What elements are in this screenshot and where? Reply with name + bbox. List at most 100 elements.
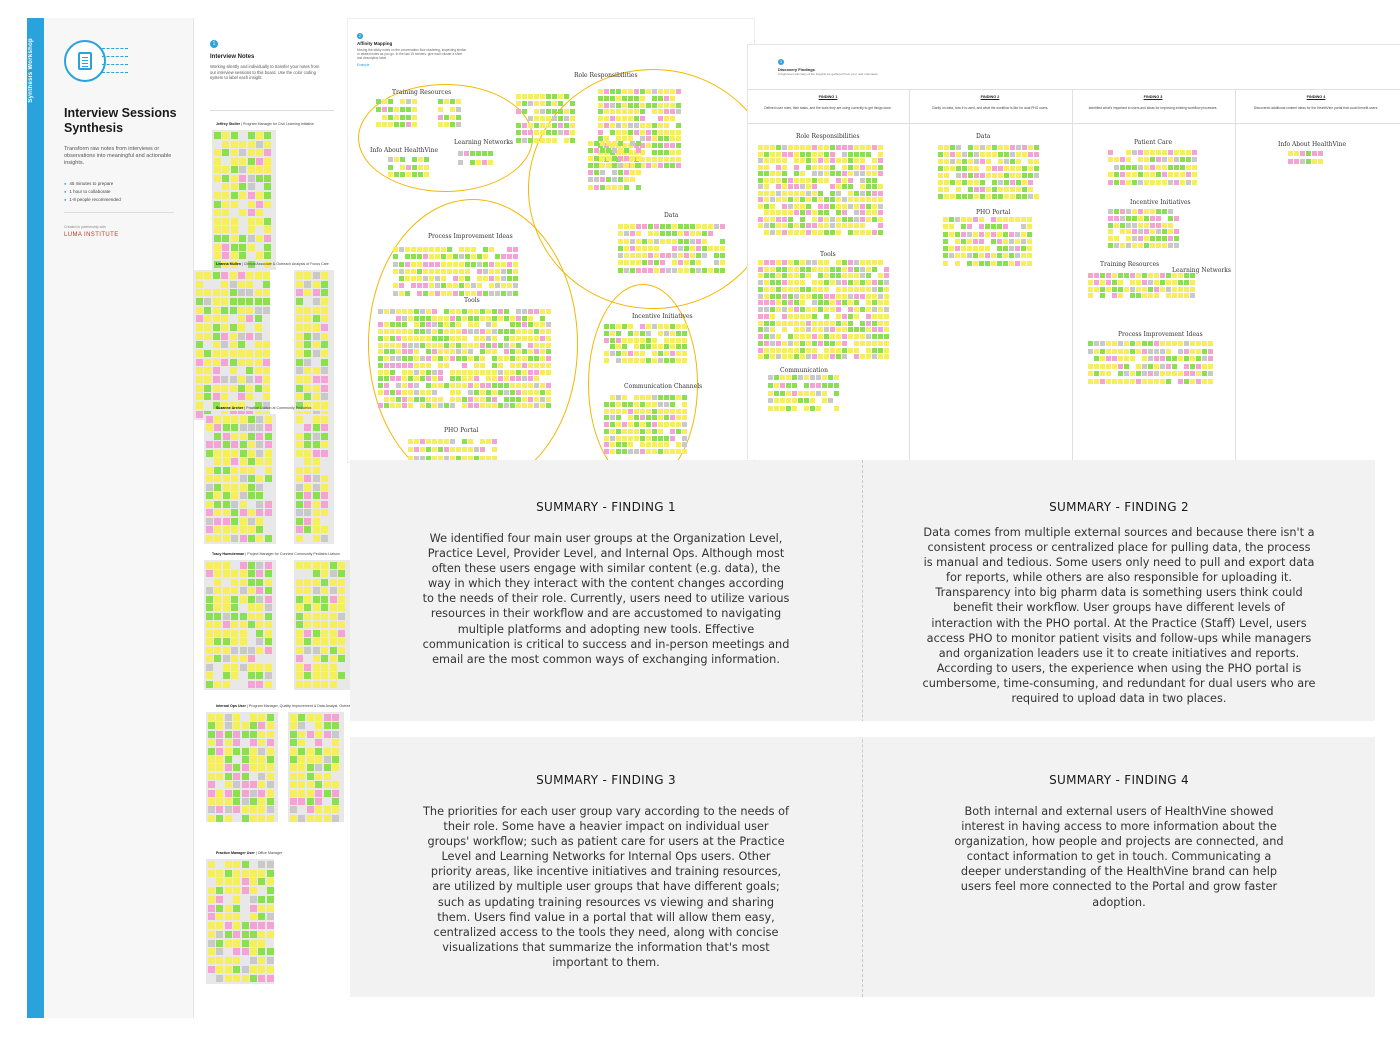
sticky-note[interactable] bbox=[1126, 222, 1131, 228]
sticky-note[interactable] bbox=[980, 187, 985, 192]
sticky-note[interactable] bbox=[447, 247, 452, 252]
sticky-note[interactable] bbox=[233, 895, 241, 903]
sticky-note[interactable] bbox=[447, 283, 452, 289]
sticky-note[interactable] bbox=[231, 681, 238, 688]
sticky-note[interactable] bbox=[528, 362, 533, 368]
sticky-note[interactable] bbox=[480, 389, 485, 395]
sticky-note[interactable] bbox=[426, 389, 431, 395]
sticky-note[interactable] bbox=[315, 747, 323, 755]
sticky-note[interactable] bbox=[312, 595, 320, 603]
sticky-note[interactable] bbox=[513, 261, 518, 267]
sticky-note[interactable] bbox=[974, 194, 979, 199]
sticky-note[interactable] bbox=[239, 174, 247, 182]
sticky-note[interactable] bbox=[304, 298, 311, 305]
sticky-note[interactable] bbox=[1178, 286, 1183, 292]
sticky-note[interactable] bbox=[944, 159, 949, 164]
sticky-note[interactable] bbox=[470, 159, 475, 165]
sticky-note[interactable] bbox=[534, 369, 539, 375]
sticky-note[interactable] bbox=[450, 349, 455, 355]
sticky-note[interactable] bbox=[1156, 209, 1161, 214]
sticky-cluster[interactable] bbox=[758, 145, 898, 235]
sticky-note[interactable] bbox=[296, 655, 303, 663]
sticky-note[interactable] bbox=[1288, 151, 1293, 156]
sticky-note[interactable] bbox=[462, 455, 467, 461]
sticky-note[interactable] bbox=[312, 458, 320, 466]
sticky-note[interactable] bbox=[1100, 356, 1105, 361]
sticky-note[interactable] bbox=[239, 166, 247, 174]
sticky-note[interactable] bbox=[658, 324, 663, 329]
sticky-note[interactable] bbox=[222, 500, 230, 508]
sticky-note[interactable] bbox=[264, 243, 272, 251]
sticky-note[interactable] bbox=[222, 638, 230, 646]
sticky-note[interactable] bbox=[233, 789, 241, 797]
sticky-note[interactable] bbox=[256, 680, 264, 688]
sticky-note[interactable] bbox=[558, 130, 563, 136]
sticky-note[interactable] bbox=[640, 422, 645, 428]
sticky-note[interactable] bbox=[296, 416, 303, 423]
sticky-note[interactable] bbox=[634, 422, 639, 428]
sticky-note[interactable] bbox=[1148, 371, 1153, 376]
sticky-note[interactable] bbox=[239, 534, 247, 542]
sticky-note[interactable] bbox=[646, 337, 651, 343]
sticky-note[interactable] bbox=[670, 89, 675, 94]
sticky-note[interactable] bbox=[1148, 356, 1153, 361]
sticky-note[interactable] bbox=[800, 320, 805, 326]
sticky-note[interactable] bbox=[1150, 236, 1155, 242]
sticky-note[interactable] bbox=[510, 362, 515, 368]
sticky-note[interactable] bbox=[224, 965, 232, 973]
sticky-note[interactable] bbox=[400, 122, 405, 128]
sticky-note[interactable] bbox=[720, 267, 725, 273]
sticky-note[interactable] bbox=[204, 376, 212, 384]
sticky-note[interactable] bbox=[884, 354, 889, 360]
sticky-note[interactable] bbox=[985, 217, 990, 222]
sticky-note[interactable] bbox=[646, 395, 651, 400]
sticky-note[interactable] bbox=[782, 260, 787, 265]
sticky-note[interactable] bbox=[836, 273, 841, 279]
sticky-note[interactable] bbox=[534, 383, 539, 389]
sticky-note[interactable] bbox=[208, 965, 215, 973]
sticky-note[interactable] bbox=[263, 280, 271, 288]
sticky-note[interactable] bbox=[501, 290, 506, 296]
sticky-note[interactable] bbox=[1126, 209, 1131, 214]
sticky-note[interactable] bbox=[384, 349, 389, 355]
sticky-note[interactable] bbox=[600, 170, 605, 176]
sticky-note[interactable] bbox=[1150, 164, 1155, 170]
sticky-note[interactable] bbox=[604, 89, 609, 94]
sticky-note[interactable] bbox=[414, 383, 419, 389]
sticky-note[interactable] bbox=[516, 349, 521, 355]
sticky-note[interactable] bbox=[1106, 341, 1111, 346]
sticky-note[interactable] bbox=[423, 290, 428, 296]
sticky-note[interactable] bbox=[214, 570, 222, 578]
sticky-note[interactable] bbox=[247, 672, 255, 680]
sticky-note[interactable] bbox=[788, 210, 793, 215]
sticky-note[interactable] bbox=[1142, 371, 1147, 376]
sticky-note[interactable] bbox=[860, 177, 865, 183]
sticky-note[interactable] bbox=[206, 483, 213, 491]
sticky-note[interactable] bbox=[622, 143, 627, 148]
sticky-note[interactable] bbox=[241, 965, 249, 973]
sticky-note[interactable] bbox=[664, 156, 669, 162]
sticky-note[interactable] bbox=[247, 132, 255, 139]
sticky-note[interactable] bbox=[255, 252, 263, 260]
sticky-note[interactable] bbox=[938, 159, 943, 164]
sticky-note[interactable] bbox=[498, 309, 503, 314]
sticky-note[interactable] bbox=[782, 340, 787, 346]
sticky-note[interactable] bbox=[782, 158, 787, 163]
sticky-note[interactable] bbox=[788, 197, 793, 202]
sticky-note[interactable] bbox=[224, 797, 232, 805]
sticky-note[interactable] bbox=[1148, 279, 1153, 285]
sticky-cluster[interactable] bbox=[393, 247, 533, 297]
sticky-note[interactable] bbox=[231, 441, 239, 449]
sticky-note[interactable] bbox=[378, 362, 383, 368]
sticky-note[interactable] bbox=[1172, 371, 1177, 376]
sticky-note[interactable] bbox=[224, 814, 232, 822]
sticky-note[interactable] bbox=[658, 129, 663, 135]
sticky-note[interactable] bbox=[834, 382, 839, 388]
sticky-note[interactable] bbox=[594, 184, 599, 190]
sticky-note[interactable] bbox=[254, 324, 262, 331]
sticky-note[interactable] bbox=[600, 141, 605, 146]
sticky-note[interactable] bbox=[848, 286, 853, 292]
sticky-note[interactable] bbox=[546, 383, 551, 389]
sticky-note[interactable] bbox=[640, 442, 645, 448]
sticky-note[interactable] bbox=[1154, 273, 1159, 278]
